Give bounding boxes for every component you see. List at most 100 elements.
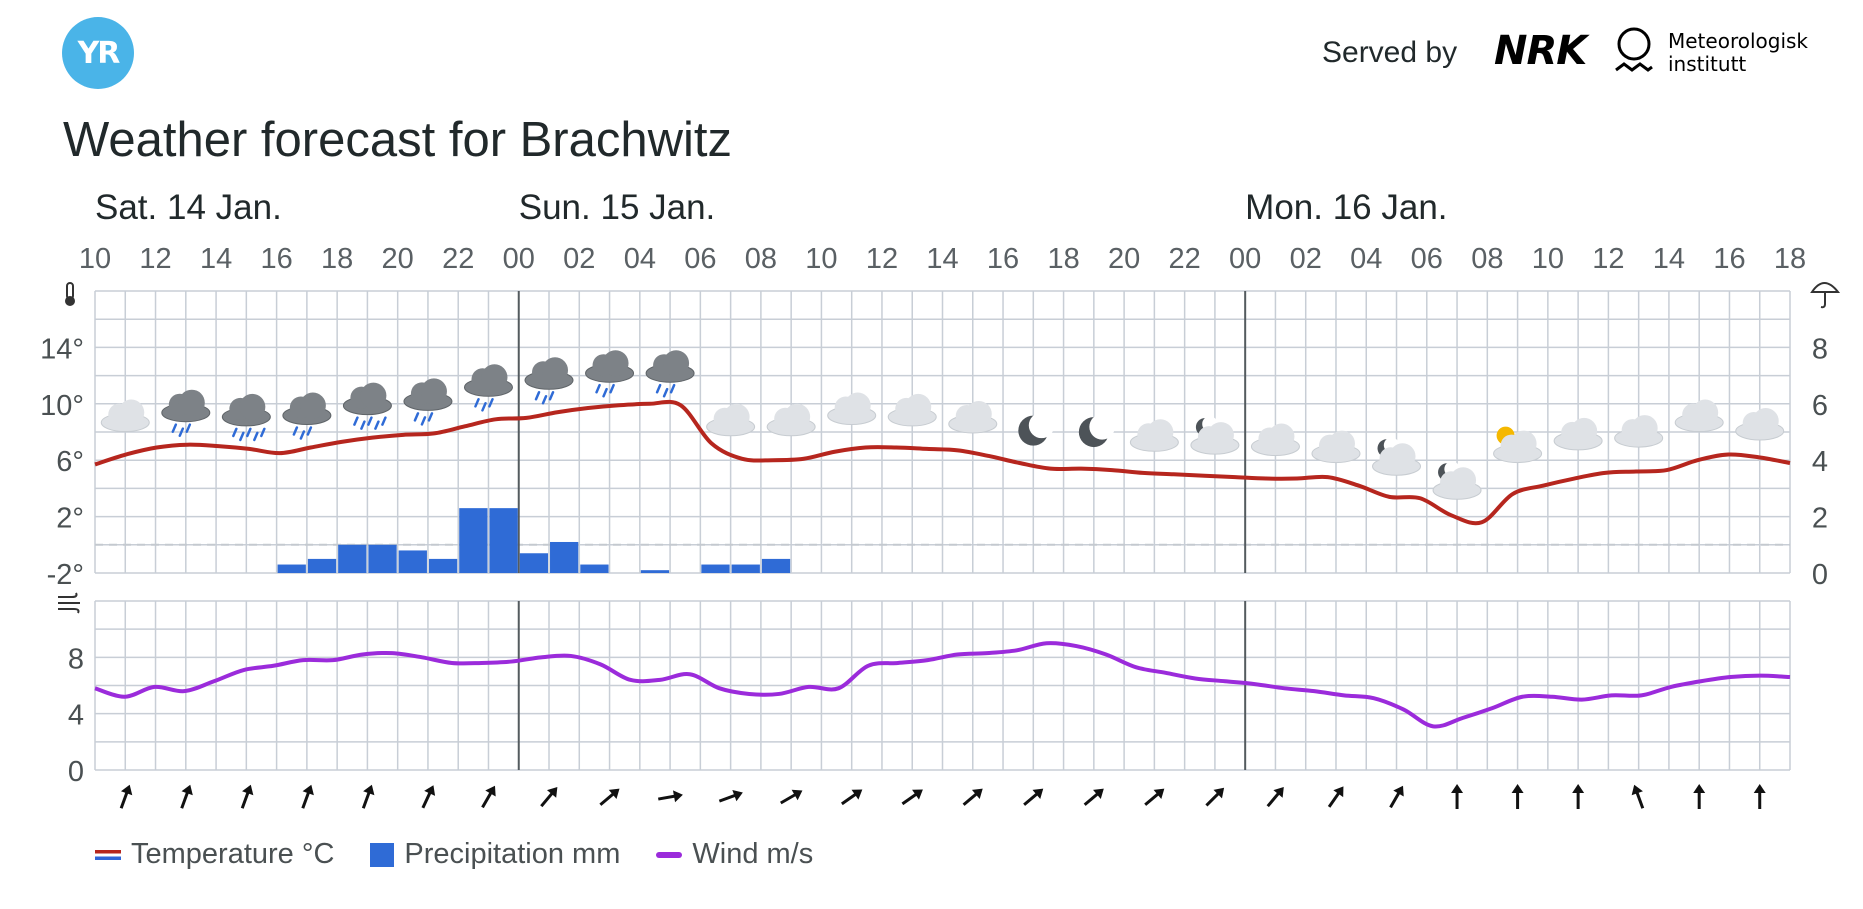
wind-arrow-icon	[361, 784, 375, 809]
cloud-part	[299, 392, 326, 419]
rain-drop	[239, 431, 245, 442]
cloud-part	[178, 389, 205, 416]
cloud-part	[239, 393, 266, 420]
wind-arrow-icon	[1266, 787, 1284, 808]
arrow-head	[302, 784, 314, 796]
rain-drop	[253, 431, 259, 442]
hour-tick-label: 16	[1713, 243, 1745, 275]
rain-drop	[655, 383, 662, 394]
yr-logo[interactable]: YR	[62, 17, 134, 89]
rain-drop	[381, 416, 387, 426]
cloud-part	[1571, 417, 1598, 444]
legend-temperature: Temperature °C	[95, 838, 334, 871]
wind-stroke	[58, 608, 80, 614]
rain-icon	[463, 364, 513, 412]
cloud-part	[1328, 430, 1355, 457]
wind-arrow-icon	[1389, 785, 1404, 809]
wind-icon	[58, 592, 80, 614]
legend-temperature-label: Temperature °C	[131, 838, 335, 870]
precipitation-bar	[428, 558, 458, 573]
cloud-part	[1268, 423, 1295, 450]
cloud-part	[118, 399, 145, 426]
thermometer-bulb	[65, 296, 75, 306]
precipitation-bar	[550, 541, 579, 573]
cloud-part	[360, 382, 387, 409]
temperature-tick-label: 14°	[40, 333, 84, 365]
cloud-part	[1389, 443, 1416, 470]
arrow-head	[1273, 787, 1284, 798]
cloud-part	[905, 393, 932, 420]
cloud-icon	[1129, 419, 1179, 452]
rain-drop	[299, 430, 306, 440]
rain-drop	[171, 423, 178, 433]
rain-drop	[246, 427, 252, 438]
arrow-head	[242, 784, 254, 796]
rain-drop	[427, 412, 434, 422]
wind-arrow-icon	[119, 784, 133, 809]
wind-arrow-icon	[421, 785, 436, 809]
arrow-head	[1572, 784, 1585, 793]
hour-tick-label: 22	[442, 243, 474, 275]
rain-icon	[524, 357, 574, 405]
temperature-tick-label: 10°	[40, 390, 84, 422]
met-institute-logo[interactable]: Meteorologisk institutt	[1668, 30, 1808, 76]
arrow-head	[672, 790, 683, 803]
cloud-part	[965, 400, 992, 427]
cloud-icon	[1735, 408, 1785, 441]
hour-tick-label: 16	[260, 243, 292, 275]
cloud-part	[602, 350, 629, 377]
cloud-part	[1510, 430, 1537, 457]
cloud-moon-icon	[1372, 437, 1422, 476]
day-label: Sun. 15 Jan.	[519, 188, 716, 227]
hour-tick-label: 08	[1471, 243, 1503, 275]
rain-drop	[413, 412, 420, 422]
cloud-icon	[1674, 399, 1724, 433]
cloud-icon	[706, 403, 756, 437]
hour-tick-label: 20	[1108, 243, 1140, 275]
wind-stroke	[58, 592, 78, 598]
moon-icon	[1078, 414, 1115, 448]
wind-arrow-icon	[540, 787, 558, 808]
cloud-icon	[827, 392, 877, 426]
wind-arrow-icon	[1205, 787, 1225, 807]
rain-drop	[595, 383, 601, 394]
rain-drop	[360, 420, 366, 430]
arrow-head	[1093, 788, 1104, 800]
moon-icon	[1018, 412, 1055, 446]
cloud-icon	[1614, 415, 1664, 448]
wind-tick-label: 4	[68, 700, 84, 732]
cloud-moon-icon	[1190, 416, 1240, 455]
precipitation-bar	[368, 544, 397, 573]
hour-tick-label: 02	[1290, 243, 1322, 275]
cloud-part	[1692, 399, 1719, 426]
arrow-head	[1693, 784, 1706, 793]
arrow-head	[608, 788, 620, 800]
wind-arrow-icon	[599, 788, 620, 806]
hour-tick-label: 00	[503, 243, 535, 275]
rain-drop	[541, 395, 548, 405]
arrow-head	[120, 784, 133, 796]
chart-legend: Temperature °C Precipitation mm Wind m/s	[95, 838, 849, 871]
rain-icon	[403, 378, 453, 426]
precipitation-bar	[338, 544, 367, 573]
hour-tick-label: 14	[926, 243, 958, 275]
rain-drop	[481, 402, 487, 412]
precipitation-bar	[701, 564, 730, 573]
cloud-moon-icon	[1432, 461, 1482, 500]
wind-arrow-icon	[1511, 784, 1524, 809]
nrk-logo[interactable]: NRK	[1494, 28, 1587, 74]
cloud-part	[420, 378, 447, 405]
cloud-part	[1450, 467, 1477, 494]
wind-arrow-icon	[658, 790, 683, 803]
precipitation-bar	[580, 564, 609, 573]
legend-precipitation: Precipitation mm	[370, 838, 620, 871]
met-name-line2: institutt	[1668, 52, 1747, 76]
cloud-icon	[887, 393, 937, 427]
arrow-head	[1451, 784, 1464, 793]
precipitation-bar	[307, 558, 337, 573]
wind-arrow-icon	[1631, 784, 1645, 809]
met-institute-icon	[1615, 27, 1653, 72]
rain-icon	[161, 389, 211, 437]
day-label: Mon. 16 Jan.	[1245, 188, 1447, 227]
cloud-part	[784, 403, 811, 430]
